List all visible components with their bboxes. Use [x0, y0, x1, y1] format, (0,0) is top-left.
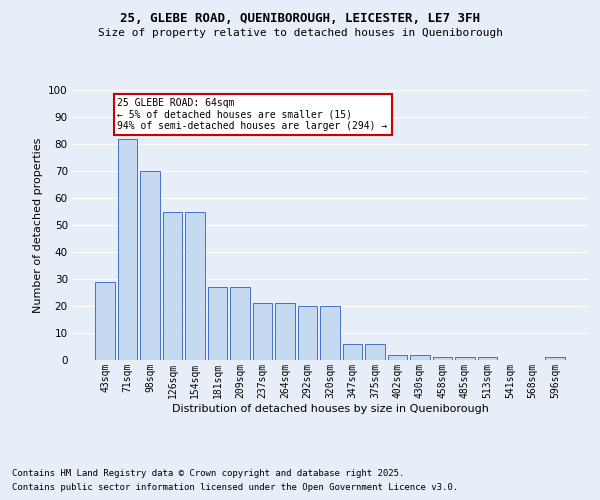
Text: 25, GLEBE ROAD, QUENIBOROUGH, LEICESTER, LE7 3FH: 25, GLEBE ROAD, QUENIBOROUGH, LEICESTER,…: [120, 12, 480, 26]
Y-axis label: Number of detached properties: Number of detached properties: [32, 138, 43, 312]
Bar: [478, 358, 497, 360]
Bar: [320, 306, 340, 360]
Bar: [365, 344, 385, 360]
Text: Contains public sector information licensed under the Open Government Licence v3: Contains public sector information licen…: [12, 484, 458, 492]
Text: 25 GLEBE ROAD: 64sqm
← 5% of detached houses are smaller (15)
94% of semi-detach: 25 GLEBE ROAD: 64sqm ← 5% of detached ho…: [118, 98, 388, 132]
Bar: [410, 354, 430, 360]
Bar: [208, 287, 227, 360]
Bar: [230, 287, 250, 360]
Bar: [343, 344, 362, 360]
Bar: [388, 354, 407, 360]
Bar: [163, 212, 182, 360]
Bar: [433, 358, 452, 360]
Bar: [185, 212, 205, 360]
Bar: [118, 138, 137, 360]
Bar: [455, 358, 475, 360]
Bar: [545, 358, 565, 360]
Bar: [275, 304, 295, 360]
Text: Contains HM Land Registry data © Crown copyright and database right 2025.: Contains HM Land Registry data © Crown c…: [12, 468, 404, 477]
Bar: [140, 171, 160, 360]
Bar: [253, 304, 272, 360]
Text: Size of property relative to detached houses in Queniborough: Size of property relative to detached ho…: [97, 28, 503, 38]
Bar: [298, 306, 317, 360]
Bar: [95, 282, 115, 360]
X-axis label: Distribution of detached houses by size in Queniborough: Distribution of detached houses by size …: [172, 404, 488, 413]
